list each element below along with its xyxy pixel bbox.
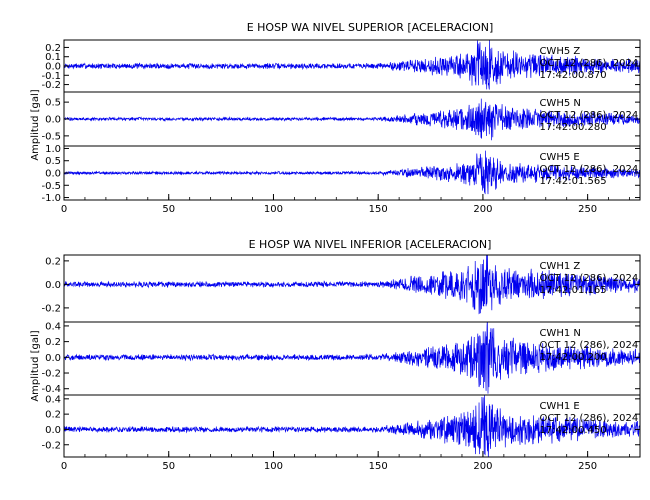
waveform-trace bbox=[64, 40, 640, 90]
record-time-label: 17:42:00.450 bbox=[539, 425, 606, 436]
lower-figure-title: E HOSP WA NIVEL INFERIOR [ACELERACION] bbox=[249, 238, 492, 251]
record-date-label: OCT 12 (286), 2024 bbox=[539, 164, 638, 175]
y-tick-label: -0.1 bbox=[41, 71, 61, 82]
y-tick-label: 0.1 bbox=[45, 52, 61, 63]
y-tick-label: -0.5 bbox=[41, 131, 61, 142]
x-tick-label: 50 bbox=[162, 461, 175, 472]
y-tick-label: 0.0 bbox=[45, 115, 61, 126]
x-tick-label: 250 bbox=[578, 461, 597, 472]
waveform-trace bbox=[64, 255, 640, 315]
y-tick-label: -0.2 bbox=[41, 440, 61, 451]
y-tick-label: 0.4 bbox=[45, 321, 61, 332]
x-tick-label: 100 bbox=[264, 461, 283, 472]
record-time-label: 17:42:01.565 bbox=[539, 176, 606, 187]
station-component-label: CWH1 N bbox=[539, 328, 580, 339]
x-tick-label: 150 bbox=[369, 204, 388, 215]
lower-y-axis-label: Amplitud [gal] bbox=[30, 330, 41, 401]
y-tick-label: -0.2 bbox=[41, 369, 61, 380]
y-tick-label: 0.2 bbox=[45, 337, 61, 348]
x-tick-label: 200 bbox=[473, 204, 492, 215]
y-tick-label: -0.5 bbox=[41, 181, 61, 192]
waveform-trace bbox=[64, 322, 640, 394]
record-time-label: 17:42:00.280 bbox=[539, 122, 606, 133]
y-tick-label: 0.0 bbox=[45, 425, 61, 436]
record-time-label: 17:42:01.165 bbox=[539, 285, 606, 296]
y-tick-label: -0.2 bbox=[41, 303, 61, 314]
x-tick-label: 50 bbox=[162, 204, 175, 215]
x-tick-label: 0 bbox=[61, 204, 67, 215]
record-date-label: OCT 12 (286), 2024 bbox=[539, 58, 638, 69]
y-tick-label: 0.2 bbox=[45, 410, 61, 421]
record-date-label: OCT 12 (286), 2024 bbox=[539, 110, 638, 121]
station-component-label: CWH5 E bbox=[539, 152, 579, 163]
station-component-label: CWH5 Z bbox=[539, 46, 580, 57]
station-component-label: CWH5 N bbox=[539, 98, 580, 109]
y-tick-label: 0.0 bbox=[45, 169, 61, 180]
y-tick-label: 0.4 bbox=[45, 394, 61, 405]
y-tick-label: 0.0 bbox=[45, 62, 61, 73]
waveform-trace bbox=[64, 395, 640, 457]
waveform-trace bbox=[64, 98, 640, 141]
panel-frame bbox=[63, 394, 641, 458]
y-tick-label: -1.0 bbox=[41, 193, 61, 204]
station-component-label: CWH1 Z bbox=[539, 261, 580, 272]
upper-y-axis-label: Amplitud [gal] bbox=[30, 89, 41, 160]
y-tick-label: -0.2 bbox=[41, 80, 61, 91]
y-tick-label: 0.2 bbox=[45, 256, 61, 267]
y-tick-label: -0.4 bbox=[41, 384, 61, 395]
record-date-label: OCT 12 (286), 2024 bbox=[539, 340, 638, 351]
y-tick-label: 0.0 bbox=[45, 353, 61, 364]
record-date-label: OCT 12 (286), 2024 bbox=[539, 273, 638, 284]
y-tick-label: 0.5 bbox=[45, 156, 61, 167]
x-tick-label: 150 bbox=[369, 461, 388, 472]
record-date-label: OCT 12 (286), 2024 bbox=[539, 413, 638, 424]
waveform-trace bbox=[64, 150, 640, 195]
x-tick-label: 200 bbox=[473, 461, 492, 472]
record-time-label: 17:42:00.200 bbox=[539, 352, 606, 363]
station-component-label: CWH1 E bbox=[539, 401, 579, 412]
y-tick-label: 0.2 bbox=[45, 43, 61, 54]
y-tick-label: 0.0 bbox=[45, 280, 61, 291]
x-tick-label: 250 bbox=[578, 204, 597, 215]
y-tick-label: 1.0 bbox=[45, 144, 61, 155]
x-tick-label: 100 bbox=[264, 204, 283, 215]
x-tick-label: 0 bbox=[61, 461, 67, 472]
upper-figure-title: E HOSP WA NIVEL SUPERIOR [ACELERACION] bbox=[247, 21, 494, 34]
record-time-label: 17:42:00.870 bbox=[539, 70, 606, 81]
y-tick-label: 0.5 bbox=[45, 98, 61, 109]
